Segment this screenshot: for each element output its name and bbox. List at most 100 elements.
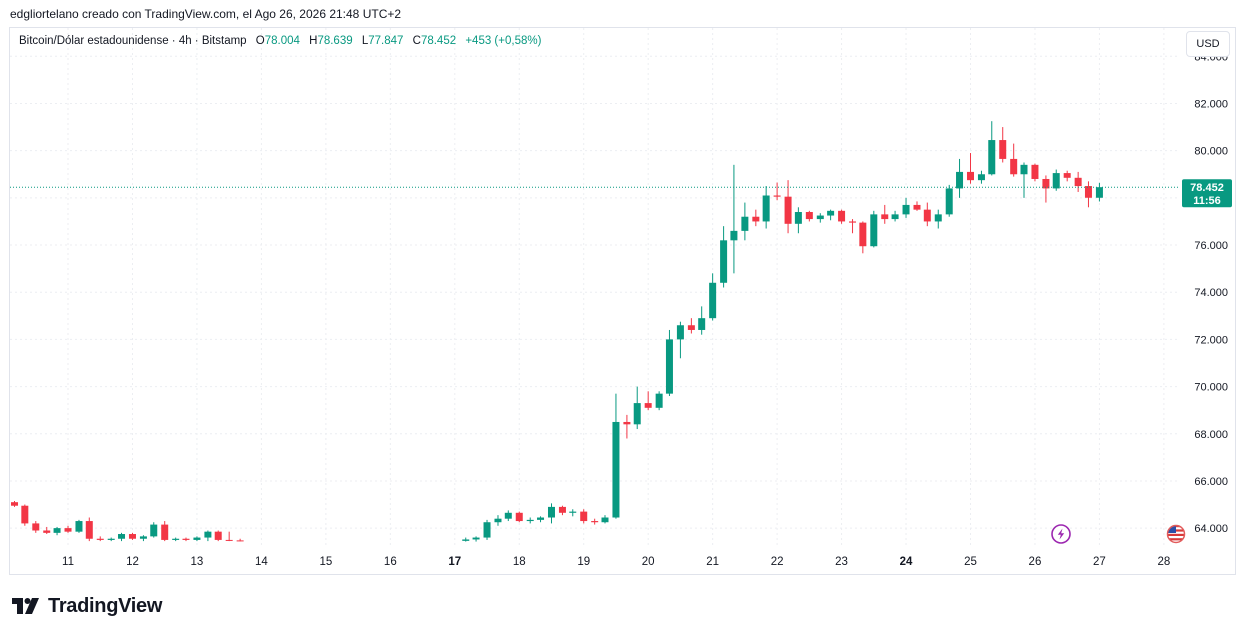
candle: [85, 517, 93, 542]
candle-body: [515, 512, 523, 522]
open-value: 78.004: [264, 35, 300, 47]
candle: [96, 536, 104, 542]
candle: [923, 202, 931, 227]
candle: [225, 531, 233, 542]
candle-body: [139, 536, 147, 539]
candle-body: [64, 528, 72, 532]
candle-body: [1063, 173, 1071, 178]
candle-body: [182, 538, 190, 540]
candle: [1084, 181, 1092, 208]
candle: [1031, 163, 1039, 182]
candle-body: [53, 528, 61, 533]
candle-body: [870, 214, 878, 247]
candle-body: [913, 204, 921, 210]
candle-body: [891, 214, 899, 220]
price-axis: 84.00082.00080.00078.00076.00074.00072.0…: [1194, 51, 1228, 535]
x-tick-label: 13: [191, 556, 204, 568]
x-tick-label: 22: [771, 556, 784, 568]
candle-body: [805, 212, 813, 220]
price-tag-bg: [1182, 179, 1232, 208]
candle-body: [784, 196, 792, 224]
candle: [644, 391, 652, 411]
candle-body: [773, 195, 781, 197]
candle: [1042, 175, 1050, 203]
candle: [118, 532, 126, 542]
x-tick-label: 11: [62, 556, 74, 568]
candle: [945, 184, 953, 217]
x-tick-label: 17: [448, 556, 461, 568]
x-tick-label: 18: [513, 556, 526, 568]
candle-body: [956, 171, 964, 189]
candle: [709, 273, 717, 321]
us-flag-icon[interactable]: [1166, 524, 1186, 544]
symbol-description[interactable]: Bitcoin/Dólar estadounidense · 4h · Bits…: [19, 35, 247, 47]
currency-button[interactable]: USD: [1186, 31, 1230, 57]
candle-body: [762, 195, 770, 222]
candle-body: [720, 240, 728, 283]
candle-body: [537, 517, 545, 520]
candle-body: [569, 511, 577, 513]
candle-body: [881, 214, 889, 220]
candle-body: [644, 403, 652, 408]
candle: [472, 536, 480, 542]
candle: [1063, 170, 1071, 182]
candle-body: [741, 216, 749, 231]
candle: [462, 537, 470, 542]
candle: [139, 535, 147, 542]
candle: [730, 164, 738, 274]
candle: [504, 510, 512, 522]
candle: [687, 318, 695, 334]
candle: [827, 209, 835, 221]
candle: [676, 321, 684, 359]
candle: [762, 186, 770, 229]
y-tick-label: 76.000: [1194, 240, 1228, 252]
candle-body: [193, 537, 201, 540]
candle-body: [214, 531, 222, 540]
candle: [816, 213, 824, 223]
candle-body: [1020, 164, 1028, 175]
x-tick-label: 28: [1157, 556, 1170, 568]
candle: [794, 207, 802, 234]
chart-frame: [9, 27, 1236, 575]
candle-body: [709, 282, 717, 319]
lightning-icon[interactable]: [1051, 524, 1071, 544]
tradingview-logo[interactable]: TradingView: [12, 594, 162, 618]
candle: [161, 521, 169, 542]
candle: [515, 511, 523, 523]
candle: [773, 182, 781, 201]
y-tick-label: 68.000: [1194, 429, 1228, 441]
candle-body: [623, 421, 631, 425]
candle: [966, 153, 974, 184]
candle-body: [1074, 177, 1082, 187]
candle: [655, 391, 663, 411]
candle-body: [988, 140, 996, 175]
candle-body: [633, 403, 641, 425]
candle-body: [923, 209, 931, 222]
candle-body: [547, 506, 555, 518]
x-tick-label: 21: [706, 556, 719, 568]
candle-body: [1052, 173, 1060, 189]
candle: [838, 209, 846, 224]
candle: [956, 158, 964, 198]
candle-body: [698, 318, 706, 330]
candle: [623, 414, 631, 439]
candle-body: [21, 505, 29, 524]
high-value: 78.639: [317, 35, 353, 47]
candle-body: [526, 519, 534, 522]
candle-body: [107, 538, 115, 540]
brand-name: TradingView: [48, 594, 163, 617]
candle-body: [128, 534, 136, 539]
tradingview-logo-icon: [12, 598, 39, 614]
y-tick-label: 74.000: [1194, 287, 1228, 299]
candle-body: [494, 518, 502, 523]
candle-body: [945, 188, 953, 215]
candle-body: [999, 140, 1007, 159]
candle-body: [1042, 178, 1050, 189]
candle-body: [1010, 158, 1018, 175]
candle-body: [1095, 187, 1103, 198]
candle-body: [687, 325, 695, 330]
candle: [1095, 182, 1103, 202]
x-tick-label: 14: [255, 556, 268, 568]
candle: [558, 505, 566, 516]
